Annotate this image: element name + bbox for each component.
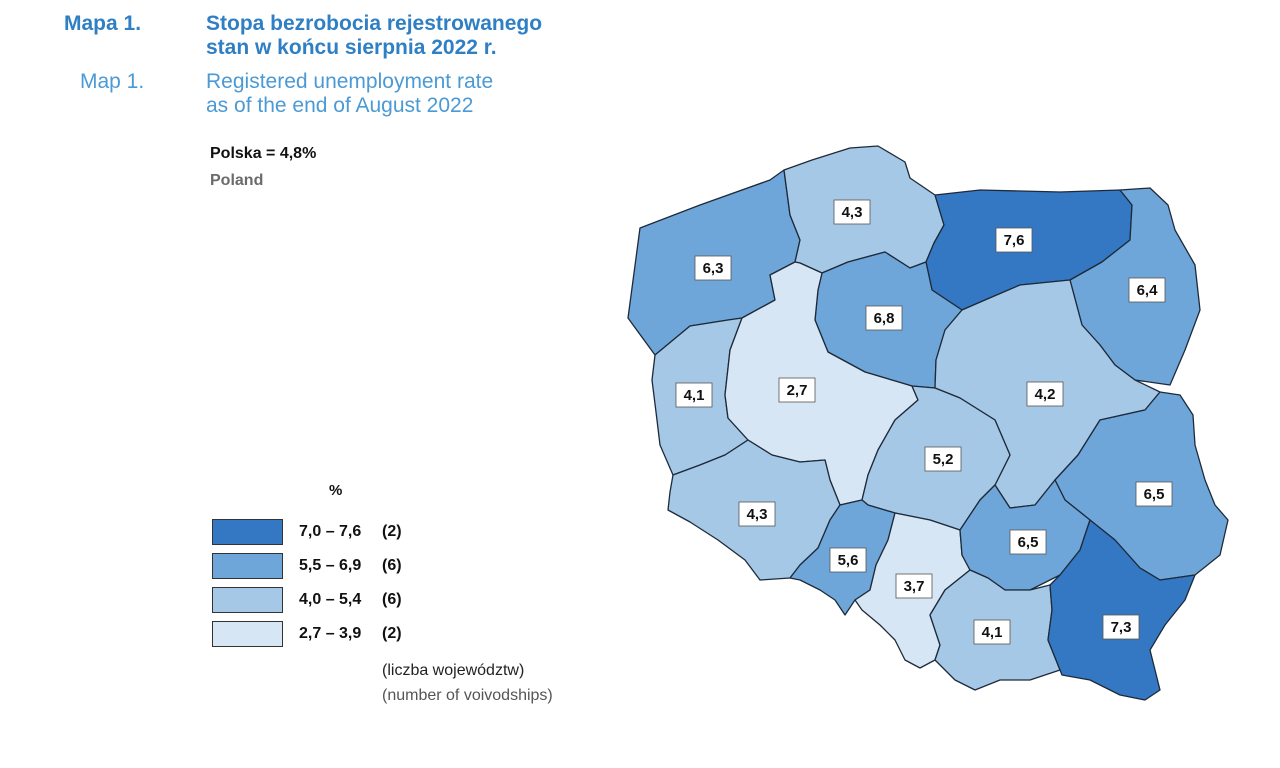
value-label-box: [829, 547, 867, 573]
value-label: 6,5: [1135, 481, 1173, 507]
legend-swatch: [212, 621, 283, 647]
value-label: 4,2: [1026, 381, 1064, 407]
value-label: 4,3: [833, 199, 871, 225]
legend-count: (6): [382, 557, 402, 574]
map-title-en-line2: as of the end of August 2022: [206, 94, 474, 117]
value-label-text: 4,3: [747, 506, 768, 523]
legend-note-pl: (liczba województw): [382, 662, 525, 679]
legend-swatch: [212, 553, 283, 579]
map-title-pl: Stopa bezrobocia rejestrowanego stan w k…: [206, 12, 626, 60]
legend-row: 2,7 – 3,9 (2): [212, 621, 512, 649]
value-label-box: [895, 573, 933, 599]
value-label-box: [1009, 529, 1047, 555]
legend-count: (2): [382, 625, 402, 642]
value-label-text: 4,1: [982, 624, 1003, 641]
value-label-box: [1102, 614, 1140, 640]
value-label-box: [865, 305, 903, 331]
legend-swatch: [212, 587, 283, 613]
value-label-box: [924, 446, 962, 472]
value-label-box: [1026, 381, 1064, 407]
legend-range: 2,7 – 3,9: [299, 625, 362, 642]
value-label: 2,7: [778, 377, 816, 403]
national-rate-label: Polska = 4,8%: [210, 145, 317, 162]
value-label-box: [833, 199, 871, 225]
map-title-pl-line1: Stopa bezrobocia rejestrowanego: [206, 12, 543, 35]
legend-count: (6): [382, 591, 402, 608]
legend-row: 7,0 – 7,6 (2): [212, 519, 512, 547]
region-podkarpackie[interactable]: [1047, 519, 1196, 701]
value-label-box: [973, 619, 1011, 645]
legend-count: (2): [382, 523, 402, 540]
map-title-pl-line2: stan w końcu sierpnia 2022 r.: [206, 36, 497, 59]
value-label-box: [995, 227, 1033, 253]
value-label-box: [1135, 481, 1173, 507]
value-label: 4,3: [738, 501, 776, 527]
map-number-pl: Mapa 1.: [64, 12, 142, 35]
value-label: 6,3: [694, 255, 732, 281]
legend-row: 5,5 – 6,9 (6): [212, 553, 512, 581]
value-label-box: [1128, 277, 1166, 303]
value-label: 7,3: [1102, 614, 1140, 640]
map-number-en: Map 1.: [80, 70, 145, 93]
value-label: 7,6: [995, 227, 1033, 253]
value-label: 6,5: [1009, 529, 1047, 555]
value-label-text: 7,6: [1004, 232, 1025, 249]
value-label-box: [694, 255, 732, 281]
value-label-text: 4,3: [842, 204, 863, 221]
value-label-text: 5,2: [933, 451, 954, 468]
legend-unit: %: [329, 482, 343, 499]
map-legend: % 7,0 – 7,6 (2) 5,5 – 6,9 (6) 4,0 – 5,4 …: [212, 482, 632, 722]
value-label: 6,8: [865, 305, 903, 331]
map-title-en: Registered unemployment rate as of the e…: [206, 70, 626, 118]
map-title-en-line1: Registered unemployment rate: [206, 70, 494, 93]
national-rate-label-en: Poland: [210, 172, 264, 189]
legend-swatch: [212, 519, 283, 545]
value-label-box: [778, 377, 816, 403]
legend-range: 7,0 – 7,6: [299, 523, 362, 540]
value-label-text: 2,7: [787, 382, 808, 399]
value-label-box: [738, 501, 776, 527]
value-label: 6,4: [1128, 277, 1166, 303]
value-label-text: 6,5: [1144, 486, 1165, 503]
value-label: 5,2: [924, 446, 962, 472]
legend-note-en: (number of voivodships): [382, 687, 553, 704]
legend-range: 4,0 – 5,4: [299, 591, 362, 608]
value-label-text: 6,5: [1018, 534, 1039, 551]
value-label-text: 6,4: [1137, 282, 1159, 299]
value-label-text: 6,3: [703, 260, 724, 277]
value-label-text: 6,8: [874, 310, 895, 327]
legend-row: 4,0 – 5,4 (6): [212, 587, 512, 615]
value-label-box: [675, 382, 713, 408]
value-label: 3,7: [895, 573, 933, 599]
value-label-text: 5,6: [838, 552, 859, 569]
value-label-text: 4,1: [684, 387, 705, 404]
legend-range: 5,5 – 6,9: [299, 557, 362, 574]
value-label-text: 4,2: [1035, 386, 1056, 403]
value-label: 5,6: [829, 547, 867, 573]
value-label: 4,1: [973, 619, 1011, 645]
value-label-text: 3,7: [904, 578, 925, 595]
value-label: 4,1: [675, 382, 713, 408]
value-label-text: 7,3: [1111, 619, 1132, 636]
